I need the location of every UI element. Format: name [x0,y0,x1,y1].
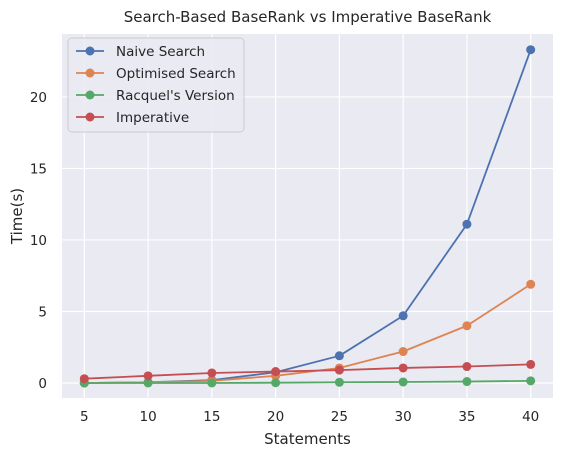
data-point [462,219,472,229]
x-tick-label: 25 [331,409,348,425]
legend-swatch-marker [85,112,95,122]
y-tick-label: 0 [38,376,47,392]
series-imperative [79,359,536,384]
data-point [398,311,408,321]
x-tick-label: 5 [80,409,89,425]
data-point [526,376,536,386]
series-layer [79,45,536,388]
legend-swatch-marker [85,90,95,100]
legend-label: Naive Search [116,44,205,60]
y-tick-label: 5 [38,304,47,320]
data-point [207,378,217,388]
data-point [143,371,153,381]
data-point [271,378,281,388]
data-point [462,321,472,331]
legend-swatch-marker [85,68,95,78]
legend-item: Imperative [76,110,189,126]
x-tick-label: 15 [203,409,220,425]
legend-label: Racquel's Version [116,88,235,104]
legend-label: Optimised Search [116,66,236,82]
y-tick-label: 20 [30,90,47,106]
data-point [207,368,217,378]
y-tick-label: 10 [30,233,47,249]
y-axis-ticks: 0 5 10 15 20 [30,90,47,392]
data-point [398,363,408,373]
chart-title: Search-Based BaseRank vs Imperative Base… [124,8,492,26]
x-axis-ticks: 5 10 15 20 25 30 35 40 [80,409,539,425]
series-line [84,379,531,384]
y-tick-label: 15 [30,161,47,177]
x-tick-label: 40 [522,409,539,425]
data-point [271,367,281,377]
data-point [79,374,89,384]
legend: Naive Search Optimised Search Racquel's Ve… [67,37,245,133]
legend-swatch-marker [85,46,95,56]
x-tick-label: 20 [267,409,284,425]
series-line [84,283,532,384]
y-axis-label: Time(s) [8,188,26,245]
data-point [143,378,153,388]
x-tick-label: 10 [139,409,156,425]
legend-item: Racquel's Version [76,88,235,104]
data-point [398,377,408,387]
legend-label: Imperative [116,110,189,126]
legend-box [67,37,245,133]
x-tick-label: 35 [458,409,475,425]
data-point [334,365,344,375]
series-line [84,363,531,380]
data-point [398,347,408,357]
x-tick-label: 30 [395,409,412,425]
data-point [526,359,536,369]
data-point [462,377,472,387]
data-point [334,351,344,361]
x-axis-label: Statements [264,430,351,448]
data-point [334,377,344,387]
data-point [462,362,472,372]
data-point [526,279,536,289]
data-point [526,45,536,55]
legend-item: Optimised Search [76,66,236,82]
legend-item: Naive Search [76,44,205,60]
